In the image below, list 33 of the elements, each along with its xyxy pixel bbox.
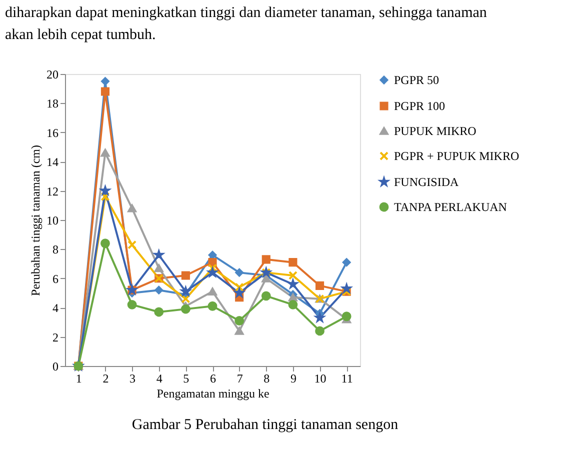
x-tick-label: 11 <box>341 372 353 386</box>
x-tick-label: 9 <box>290 372 296 386</box>
x-tick-label: 2 <box>102 372 109 386</box>
y-tick-label: 12 <box>46 184 58 198</box>
legend-label: FUNGISIDA <box>394 175 460 189</box>
x-tick-label: 4 <box>156 372 162 386</box>
legend-label: PGPR 100 <box>394 99 446 113</box>
y-tick-label: 2 <box>52 330 58 344</box>
text: diharapkan dapat meningkatkan tinggi dan diameter tanaman, sehingga tanaman <box>5 5 488 21</box>
x-tick-label: 3 <box>130 372 136 386</box>
x-tick-label: 7 <box>236 372 243 386</box>
y-tick-label: 14 <box>46 155 58 170</box>
x-tick-label: 6 <box>210 372 216 386</box>
x-tick-label: 5 <box>183 372 190 386</box>
y-tick-label: 10 <box>46 214 58 228</box>
y-axis-title: Perubahan tinggi tanaman (cm) <box>28 145 42 296</box>
text: akan lebih cepat tumbuh. <box>5 27 156 43</box>
legend-label: PGPR 50 <box>394 73 440 87</box>
x-axis-title: Pengamatan minggu ke <box>156 386 270 400</box>
legend-label: PGPR + PUPUK MIKRO <box>394 149 520 163</box>
y-tick-label: 16 <box>46 126 58 140</box>
legend-label: TANPA PERLAKUAN <box>394 200 508 214</box>
y-tick-label: 20 <box>46 68 58 82</box>
y-tick-label: 6 <box>52 272 58 286</box>
y-tick-label: 18 <box>46 96 58 111</box>
x-tick-label: 1 <box>76 372 82 386</box>
x-tick-label: 8 <box>264 372 270 386</box>
text: Gambar 5 Perubahan tinggi tanaman sengon <box>132 417 399 433</box>
x-tick-label: 10 <box>314 372 326 386</box>
y-tick-label: 8 <box>52 242 58 257</box>
legend-label: PUPUK MIKRO <box>394 124 477 138</box>
y-tick-label: 4 <box>52 301 58 316</box>
y-tick-label: 0 <box>52 360 58 374</box>
